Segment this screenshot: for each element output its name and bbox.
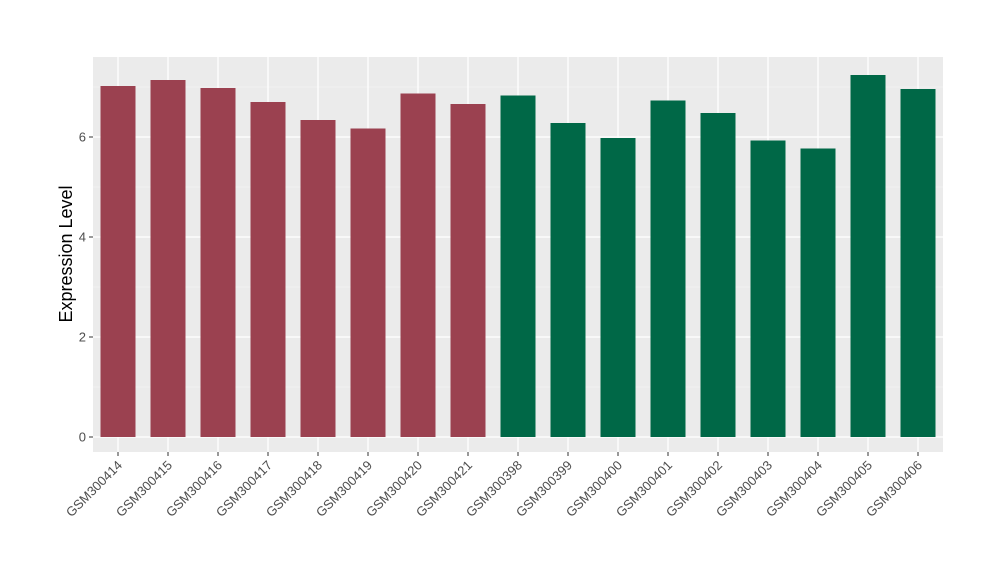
- bar-GSM300417: [250, 102, 286, 437]
- bar-GSM300420: [400, 93, 436, 437]
- y-tick-label: 0: [79, 430, 86, 445]
- bars: [100, 75, 936, 437]
- bar-GSM300403: [750, 140, 786, 437]
- bar-GSM300405: [850, 75, 886, 437]
- bar-GSM300398: [500, 95, 536, 437]
- y-axis: 0 2 4 6: [79, 130, 93, 445]
- bar-GSM300399: [550, 123, 586, 437]
- bar-GSM300406: [900, 89, 936, 437]
- bar-GSM300416: [200, 88, 236, 437]
- y-tick-label: 4: [79, 230, 86, 245]
- bar-GSM300421: [450, 104, 486, 437]
- y-axis-title: Expression Level: [56, 185, 76, 322]
- bar-GSM300419: [350, 128, 386, 437]
- y-tick-label: 6: [79, 130, 86, 145]
- bar-GSM300401: [650, 100, 686, 437]
- bar-GSM300415: [150, 80, 186, 437]
- bar-GSM300414: [100, 86, 136, 437]
- y-tick-label: 2: [79, 330, 86, 345]
- bar-GSM300418: [300, 120, 336, 437]
- bar-GSM300400: [600, 138, 636, 437]
- bar-GSM300404: [800, 148, 836, 437]
- bar-GSM300402: [700, 113, 736, 437]
- x-axis: GSM300414GSM300415GSM300416GSM300417GSM3…: [63, 452, 925, 520]
